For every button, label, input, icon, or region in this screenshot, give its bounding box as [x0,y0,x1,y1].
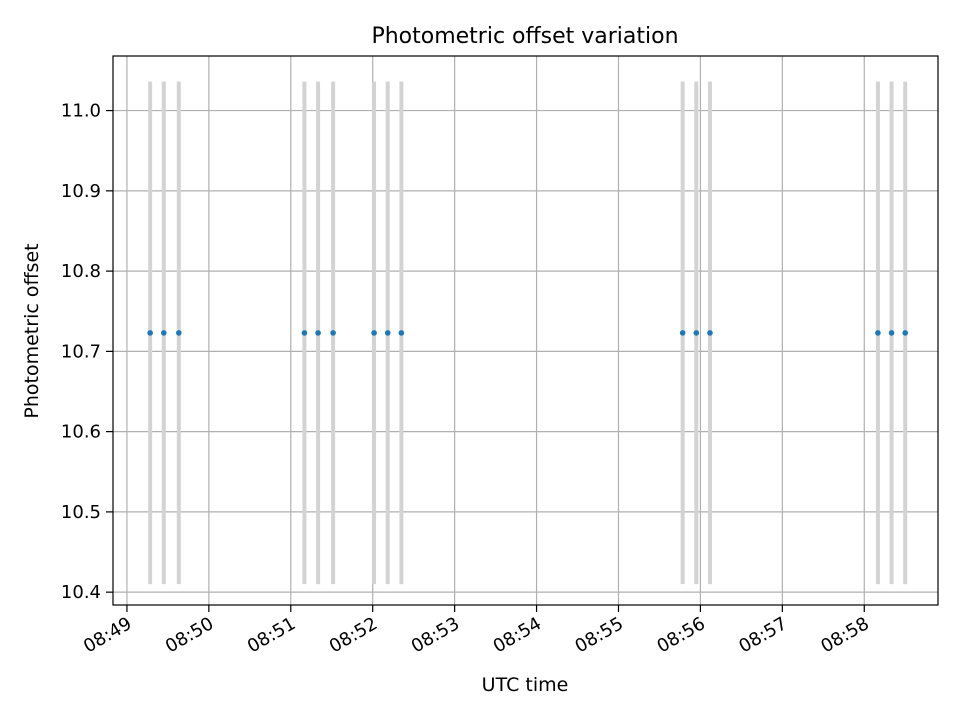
x-tick-label: 08:53 [408,613,463,657]
plot-frame [112,55,939,606]
x-tick-label: 08:52 [326,613,381,657]
data-point [888,330,895,336]
error-bars [148,81,908,585]
x-tick-label: 08:50 [162,613,217,657]
chart-title: Photometric offset variation [371,24,678,49]
grid-lines [113,56,938,605]
data-point [371,330,377,336]
y-axis-ticks: 10.4 10.5 10.6 10.7 10.8 10.9 11.0 [61,101,113,603]
y-tick-label: 10.8 [61,261,101,282]
data-point [679,330,686,336]
x-tick-label: 08:58 [817,613,872,657]
data-point [176,330,182,336]
data-points [147,330,909,336]
y-tick-label: 10.7 [61,341,101,362]
data-point [160,330,167,336]
data-point [875,330,881,336]
x-tick-label: 08:54 [490,613,545,657]
data-point [384,330,391,336]
data-point [147,330,153,336]
x-axis-ticks: 08:49 08:50 08:51 08:52 08:53 08:54 08:55 08:56… [80,605,873,657]
y-tick-label: 10.4 [61,582,101,603]
y-axis-label: Photometric offset [21,243,43,418]
y-tick-label: 11.0 [61,101,101,122]
data-point [693,330,700,336]
x-tick-label: 08:49 [80,613,135,657]
y-tick-label: 10.6 [61,422,101,443]
x-tick-label: 08:56 [653,613,708,657]
data-point [707,330,713,336]
data-point [330,330,336,336]
data-point [315,330,321,336]
data-point [301,330,308,336]
data-point [398,330,405,336]
y-tick-label: 10.9 [61,181,101,202]
y-tick-label: 10.5 [61,502,101,523]
x-tick-label: 08:57 [735,613,790,657]
x-tick-label: 08:51 [244,613,299,657]
x-tick-label: 08:55 [572,613,627,657]
x-axis-label: UTC time [482,674,569,696]
data-point [902,330,909,336]
